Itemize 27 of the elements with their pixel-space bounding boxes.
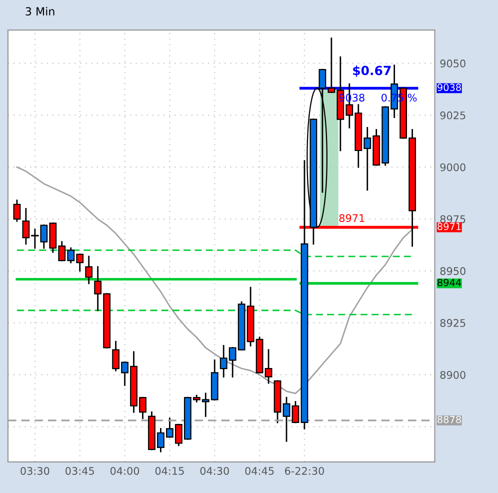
x-tick-label: 04:45: [245, 466, 274, 475]
y-tick-label: 8900: [440, 370, 466, 379]
y-tick-label: 9025: [440, 111, 466, 120]
ref-line-label: 8944: [438, 278, 462, 286]
x-tick-label: 04:00: [110, 466, 140, 475]
y-tick-label: 8950: [440, 267, 466, 276]
annotation: 8971: [339, 214, 364, 222]
candlestick: [85, 256, 93, 284]
candlestick: [292, 401, 300, 424]
chart-title: 3 Min: [26, 6, 54, 16]
ref-line-label: 8878: [438, 416, 461, 424]
line-series: [16, 166, 413, 394]
y-tick-label: 9050: [440, 60, 466, 68]
candlestick: [13, 200, 21, 222]
annotation: $0.67: [353, 66, 391, 77]
y-tick-label: 8925: [440, 319, 466, 327]
candlestick: [264, 349, 272, 384]
candlestick: [282, 396, 290, 442]
x-tick-label: 04:15: [155, 466, 184, 475]
ref-line-label: 8971: [438, 222, 461, 230]
x-tick-label: 04:30: [200, 466, 229, 475]
x-tick-label: 6-22:30: [284, 466, 324, 475]
x-tick-label: 03:45: [66, 466, 94, 475]
x-tick-label: 03:30: [20, 466, 50, 475]
y-tick-label: 9000: [440, 163, 466, 172]
annotation: 0.75 %: [382, 94, 417, 102]
ref-line-label: 9038: [438, 84, 461, 92]
